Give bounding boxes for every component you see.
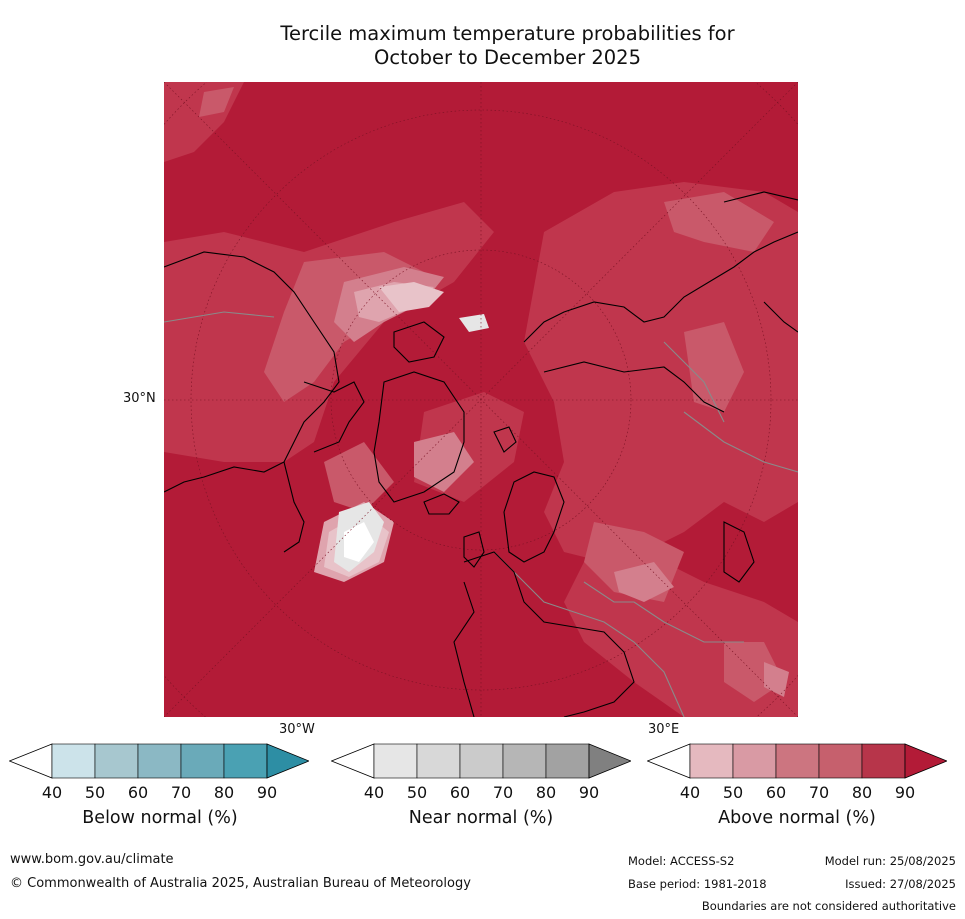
colorbar-segment <box>775 743 820 779</box>
colorbar-tick-label: 60 <box>449 783 471 802</box>
map-graphic <box>164 82 798 717</box>
colorbar-tick-label: 50 <box>406 783 428 802</box>
colorbar-tick-label: 90 <box>578 783 600 802</box>
colorbar-segment <box>94 743 139 779</box>
colorbar-tick-label: 70 <box>170 783 192 802</box>
colorbar-above-normal <box>647 743 947 779</box>
colorbar-tick-label: 90 <box>894 783 916 802</box>
colorbar-label-above: Above normal (%) <box>718 808 876 828</box>
issued-text: Issued: 27/08/2025 <box>845 877 956 891</box>
model-run-text: Model run: 25/08/2025 <box>824 854 956 868</box>
colorbar-tick-label: 50 <box>84 783 106 802</box>
colorbar-segment <box>459 743 504 779</box>
colorbar-tick-label: 90 <box>256 783 278 802</box>
colorbar-tick-label: 60 <box>127 783 149 802</box>
lon-label-30w: 30°W <box>279 722 315 737</box>
title-line-2: October to December 2025 <box>374 46 641 69</box>
colorbar-label-near: Near normal (%) <box>408 808 554 828</box>
colorbar-segment <box>861 743 906 779</box>
base-period-text: Base period: 1981-2018 <box>628 877 767 891</box>
probability-map[interactable] <box>164 82 798 717</box>
colorbar-tick-label: 80 <box>213 783 235 802</box>
colorbar-segment <box>545 743 590 779</box>
colorbar-segment <box>373 743 418 779</box>
colorbar-segment <box>416 743 461 779</box>
colorbar-segment <box>732 743 777 779</box>
colorbar-segment <box>689 743 734 779</box>
lon-label-30e: 30°E <box>648 722 680 737</box>
copyright-text: © Commonwealth of Australia 2025, Austra… <box>10 876 471 891</box>
colorbar-extend-high <box>266 743 309 779</box>
model-text: Model: ACCESS-S2 <box>628 854 735 868</box>
colorbar-near-normal <box>331 743 631 779</box>
colorbar-extend-low <box>9 743 53 779</box>
colorbar-tick-label: 80 <box>535 783 557 802</box>
colorbar-segment <box>818 743 863 779</box>
colorbar-extend-high <box>588 743 631 779</box>
colorbar-segment <box>223 743 268 779</box>
colorbar-tick-label: 70 <box>808 783 830 802</box>
colorbar-extend-low <box>647 743 691 779</box>
title-line-1: Tercile maximum temperature probabilitie… <box>280 22 735 45</box>
colorbar-tick-label: 70 <box>492 783 514 802</box>
colorbar-segment <box>51 743 96 779</box>
colorbar-label-below: Below normal (%) <box>82 808 238 828</box>
map-title: Tercile maximum temperature probabilitie… <box>200 22 815 70</box>
colorbar-tick-label: 40 <box>679 783 701 802</box>
colorbar-segment <box>502 743 547 779</box>
colorbar-extend-low <box>331 743 375 779</box>
colorbar-tick-label: 80 <box>851 783 873 802</box>
colorbar-tick-label: 40 <box>363 783 385 802</box>
colorbar-tick-label: 60 <box>765 783 787 802</box>
colorbar-segment <box>137 743 182 779</box>
colorbar-segment <box>180 743 225 779</box>
disclaimer-text: Boundaries are not considered authoritat… <box>701 899 956 913</box>
colorbar-extend-high <box>904 743 947 779</box>
lat-label-30n: 30°N <box>123 391 156 406</box>
colorbar-tick-label: 50 <box>722 783 744 802</box>
website-link[interactable]: www.bom.gov.au/climate <box>10 852 174 867</box>
colorbar-tick-label: 40 <box>41 783 63 802</box>
colorbar-below-normal <box>9 743 309 779</box>
